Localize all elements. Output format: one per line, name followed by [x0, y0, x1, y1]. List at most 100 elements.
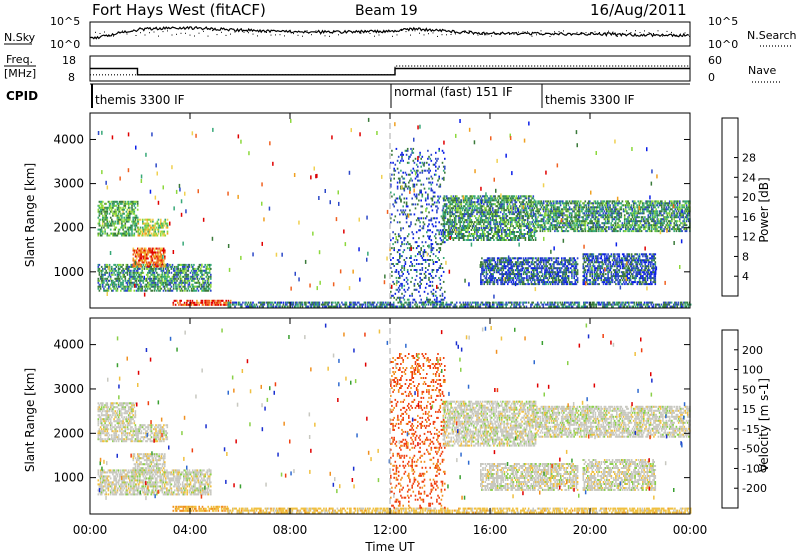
data-cell: [488, 225, 491, 228]
data-cell: [148, 234, 151, 237]
data-cell: [106, 289, 109, 292]
data-cell: [589, 305, 592, 308]
data-cell: [520, 195, 522, 198]
data-cell: [202, 277, 204, 280]
data-cell: [174, 299, 177, 302]
data-cell: [471, 201, 474, 204]
data-cell: [494, 225, 496, 228]
data-cell: [630, 214, 633, 217]
data-cell: [581, 208, 583, 211]
data-cell: [612, 224, 615, 227]
data-cell: [653, 228, 655, 231]
data-cell: [662, 214, 664, 217]
data-cell: [575, 222, 578, 225]
data-cell: [647, 200, 650, 203]
data-cell: [568, 216, 571, 219]
data-cell: [485, 221, 487, 224]
data-cell: [459, 211, 461, 214]
data-cell: [120, 263, 122, 266]
data-cell: [653, 206, 655, 209]
data-cell: [521, 205, 523, 208]
data-cell: [117, 220, 120, 223]
data-cell: [511, 213, 513, 216]
data-cell: [627, 220, 629, 223]
data-cell: [261, 301, 263, 304]
data-cell: [163, 230, 165, 233]
data-cell: [141, 259, 144, 262]
data-cell: [545, 220, 547, 223]
nsearch-point: [261, 30, 263, 32]
data-cell: [666, 222, 669, 225]
freq-tick-8: 8: [68, 71, 75, 84]
data-cell: [553, 303, 556, 306]
data-cell: [149, 269, 151, 272]
data-cell: [143, 228, 145, 231]
data-cell: [526, 215, 529, 218]
data-cell: [100, 275, 103, 278]
data-cell: [125, 218, 128, 221]
data-cell: [123, 212, 125, 215]
data-cell: [534, 227, 537, 229]
data-cell: [171, 281, 174, 284]
data-cell: [97, 234, 100, 237]
data-cell: [152, 251, 155, 254]
data-cell: [102, 224, 104, 227]
data-cell: [130, 273, 132, 276]
data-cell: [575, 204, 578, 207]
data-cell: [390, 303, 393, 306]
data-cell: [652, 305, 655, 308]
data-cell: [460, 303, 462, 306]
data-cell: [148, 232, 151, 235]
data-cell: [589, 214, 591, 217]
data-cell: [460, 199, 463, 202]
data-cell: [487, 233, 490, 235]
data-cell: [665, 305, 667, 308]
data-cell: [680, 303, 683, 306]
data-cell: [453, 223, 456, 226]
data-cell: [529, 237, 531, 239]
data-cell: [198, 281, 201, 284]
data-cell: [113, 224, 115, 227]
data-cell: [203, 281, 205, 284]
data-cell: [445, 303, 448, 306]
data-cell: [179, 285, 182, 288]
data-cell: [512, 233, 514, 235]
nsearch-point: [545, 32, 546, 34]
data-cell: [617, 208, 619, 211]
data-cell: [661, 224, 663, 227]
data-cell: [629, 228, 632, 231]
data-cell: [146, 234, 149, 237]
data-cell: [141, 269, 143, 272]
data-cell: [399, 305, 402, 308]
data-cell: [206, 279, 209, 282]
data-cell: [578, 224, 581, 227]
data-cell: [226, 301, 229, 304]
data-cell: [166, 271, 168, 274]
data-cell: [274, 301, 277, 304]
data-cell: [473, 301, 476, 304]
data-cell: [132, 265, 135, 268]
data-cell: [487, 209, 490, 212]
nsearch-point: [302, 35, 303, 37]
data-cell: [656, 204, 659, 207]
data-cell: [510, 205, 512, 208]
data-cell: [536, 204, 538, 207]
data-cell: [118, 273, 121, 276]
data-cell: [496, 305, 498, 308]
data-cell: [636, 230, 638, 233]
data-cell: [98, 289, 101, 292]
data-cell: [554, 224, 556, 227]
data-cell: [138, 271, 140, 274]
data-cell: [548, 226, 551, 229]
data-cell: [647, 216, 650, 219]
data-cell: [163, 273, 166, 276]
data-cell: [183, 271, 185, 274]
data-cell: [418, 305, 421, 308]
data-cell: [621, 222, 624, 225]
data-cell: [450, 225, 452, 228]
data-cell: [528, 197, 530, 200]
data-cell: [532, 223, 535, 226]
data-cell: [659, 226, 662, 229]
data-cell: [490, 205, 493, 208]
data-cell: [109, 283, 112, 286]
